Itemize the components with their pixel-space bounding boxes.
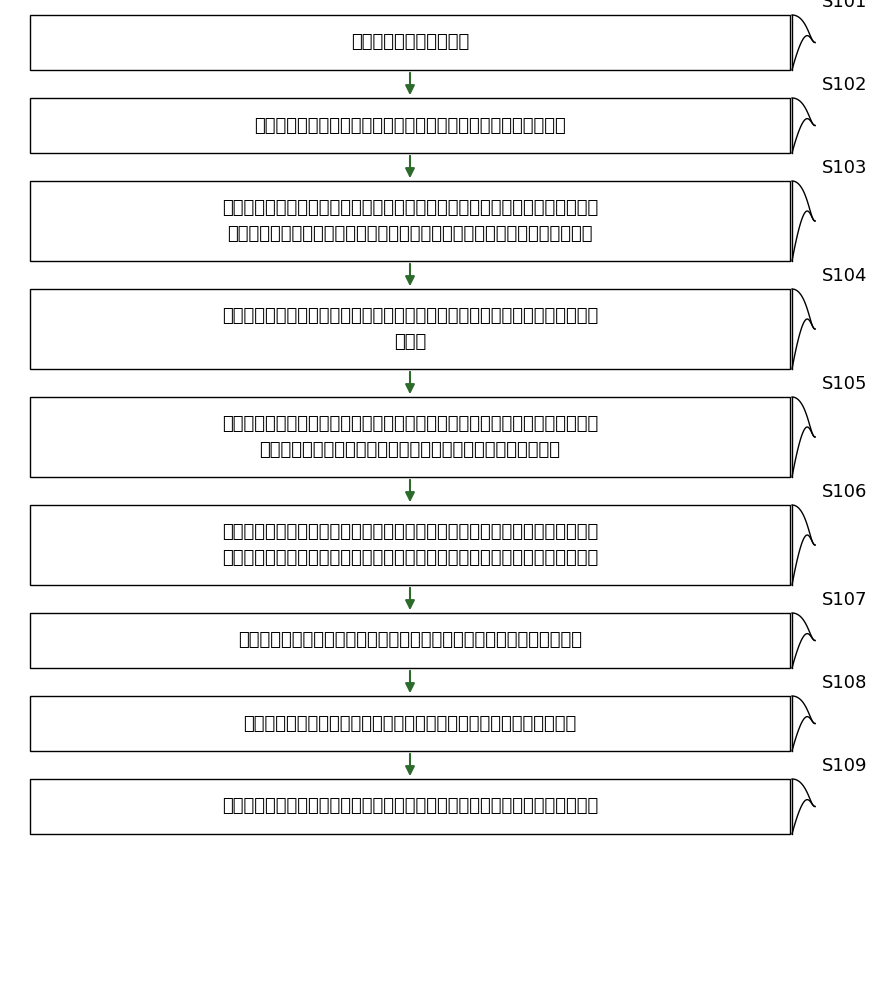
Bar [30, 397, 790, 477]
Text: 对所述窗口数据序列进行复数积分计算，生成所述等效谐波频率的幅值: 对所述窗口数据序列进行复数积分计算，生成所述等效谐波频率的幅值 [244, 714, 577, 732]
Text: 测量电力信号的基波频率: 测量电力信号的基波频率 [351, 33, 469, 51]
Bar [30, 15, 790, 70]
Text: 将所述异步数据序列的长度除以所述频率比值，生成所述同步数据序列的长度，
将单位基波周期内同步数据序列的长度等效为单位时间长度，生成等效基波频率: 将所述异步数据序列的长度除以所述频率比值，生成所述同步数据序列的长度， 将单位基… [222, 523, 598, 567]
Text: S101: S101 [822, 0, 867, 11]
Bar [30, 613, 790, 668]
Text: S105: S105 [822, 375, 867, 393]
Text: 根据预设的转换规则，将所述异步数据序列中的任意两个相邻的异步离散数据点
和所述频率比值转换为一个同步离散数据点，生成同步数据序列: 根据预设的转换规则，将所述异步数据序列中的任意两个相邻的异步离散数据点 和所述频… [222, 415, 598, 459]
Text: S103: S103 [822, 159, 867, 177]
Bar [30, 181, 790, 261]
Text: 获取预设的基波频率整倍率与所述基波频率的乘积为同步采样频率: 获取预设的基波频率整倍率与所述基波频率的乘积为同步采样频率 [254, 116, 566, 134]
Bar [30, 696, 790, 751]
Bar [30, 289, 790, 369]
Bar [30, 779, 790, 834]
Text: 将所述同步数据序列与预设的窗口函数数据序列相乘，生成窗口数据序列: 将所述同步数据序列与预设的窗口函数数据序列相乘，生成窗口数据序列 [238, 632, 582, 650]
Bar [30, 98, 790, 153]
Text: 根据所述异步采样频率，对所述电力信号进行高密度异步数据采样，获得异步数
据序列: 根据所述异步采样频率，对所述电力信号进行高密度异步数据采样，获得异步数 据序列 [222, 307, 598, 351]
Text: S104: S104 [822, 267, 867, 285]
Text: S106: S106 [822, 483, 867, 501]
Text: 获取所述等效谐波频率的幅值与所述等效基波频率的幅值的比值，实现谐波测量: 获取所述等效谐波频率的幅值与所述等效基波频率的幅值的比值，实现谐波测量 [222, 798, 598, 816]
Text: S107: S107 [822, 591, 867, 609]
Text: S109: S109 [822, 757, 867, 775]
Bar [30, 505, 790, 585]
Text: 根据异步采样频率远大于所述同步采样频率的原则，获取远大于所述同步采样频
率的异步采样频率，并获取所述异步采样频率与所述同步采样频率的频率比值: 根据异步采样频率远大于所述同步采样频率的原则，获取远大于所述同步采样频 率的异步… [222, 199, 598, 243]
Text: S102: S102 [822, 76, 867, 94]
Text: S108: S108 [822, 674, 867, 692]
